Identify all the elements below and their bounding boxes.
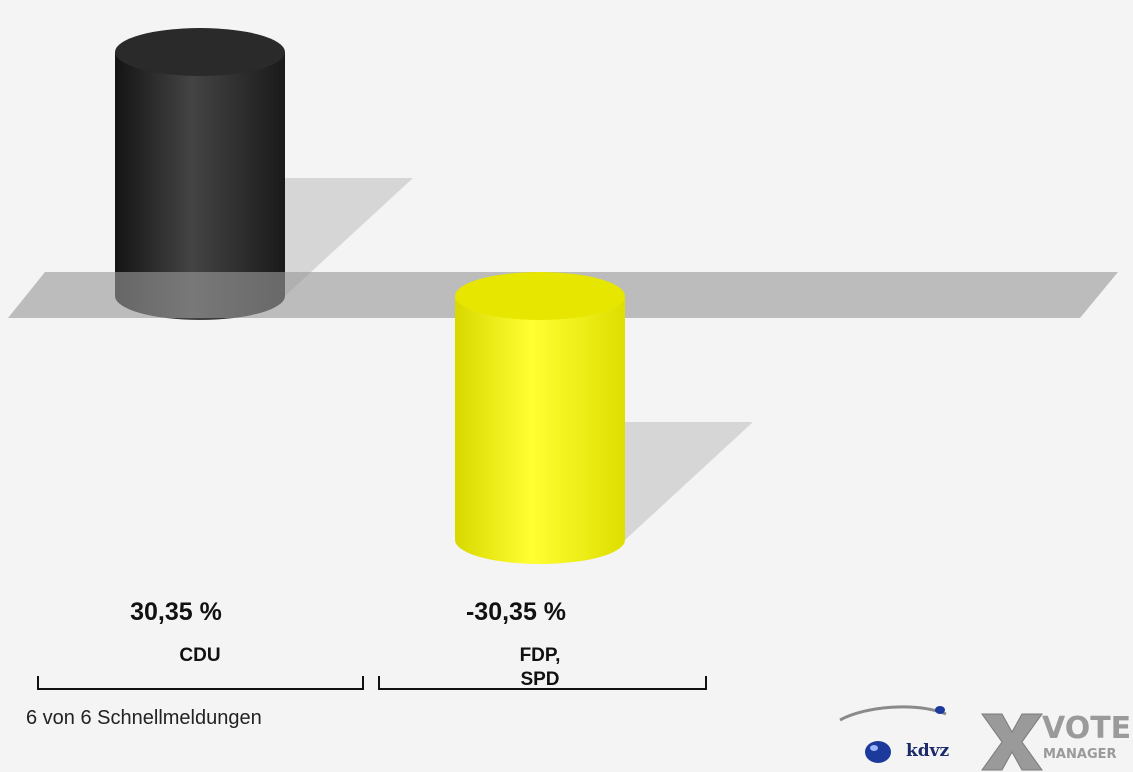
bar-1 [115,28,285,320]
bar-top [455,272,625,320]
category-label: FDP, SPD [519,645,561,690]
value-label: 30,35 % [130,598,222,626]
vote-manager-logo: kdvz VOTE MANAGER [839,705,1131,771]
logo-sphere-icon [865,741,891,763]
bar-shadow [625,422,753,540]
bar-shadow [285,178,413,296]
bar-body [115,52,285,320]
bars-above-baseline [115,28,285,320]
bar-body [455,296,625,564]
category-bracket [37,676,364,690]
logo-manager-text: MANAGER [1043,747,1117,762]
logo-x-mark-icon [981,713,1043,771]
logo-swoosh [839,705,947,722]
category-bracket [378,676,707,690]
status-text: 6 von 6 Schnellmeldungen [26,707,262,729]
bar-2 [455,272,625,564]
bar-shadows [285,178,753,540]
logo-dot-icon [935,706,945,714]
value-label: -30,35 % [465,598,567,626]
logo-brand-text: kdvz [906,741,950,761]
logo-vote-text: VOTE [1042,711,1131,746]
bar-top [115,28,285,76]
category-label: CDU [179,645,221,666]
bars-below-baseline [455,272,625,564]
